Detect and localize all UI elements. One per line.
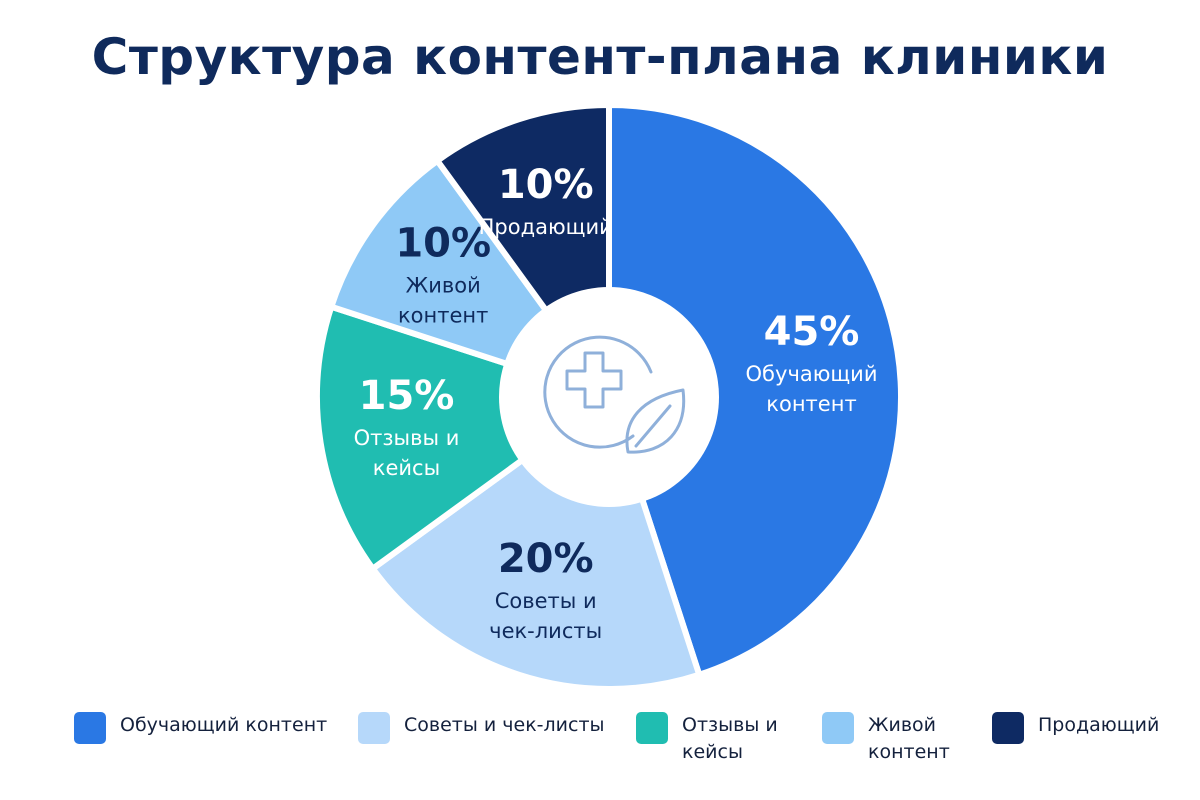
donut-hole xyxy=(499,287,719,507)
slice-1-label-line-1: Обучающий xyxy=(746,362,878,386)
legend-swatch xyxy=(358,712,390,744)
legend-swatch xyxy=(822,712,854,744)
legend-label: Живой контент xyxy=(868,714,950,763)
slice-1-percent: 45% xyxy=(764,309,860,355)
legend-item-2: Советы и чек-листы xyxy=(358,712,605,744)
legend-label: Продающий xyxy=(1038,714,1160,736)
legend-item-5: Продающий xyxy=(992,712,1159,744)
chart-legend: Обучающий контент Советы и чек-листы Отзыв… xyxy=(0,700,1200,780)
legend-label: Обучающий контент xyxy=(120,714,328,736)
slice-2-percent: 20% xyxy=(498,536,594,582)
slice-1 xyxy=(606,102,904,678)
slice-3-label-line-1: Отзывы и xyxy=(354,426,460,450)
slice-2-label-line-1: Советы и xyxy=(495,589,597,613)
legend-label: Отзывы и кейсы xyxy=(682,714,778,763)
legend-swatch xyxy=(636,712,668,744)
legend-label: Советы и чек-листы xyxy=(404,714,605,736)
slice-1-label-line-2: контент xyxy=(766,392,856,416)
slice-4-label-line-2: контент xyxy=(398,304,488,328)
legend-item-4: Живой контент xyxy=(822,712,950,766)
slice-3 xyxy=(314,303,612,572)
legend-item-1: Обучающий контент xyxy=(74,712,327,744)
legend-swatch xyxy=(992,712,1024,744)
slice-4-label-line-1: Живой xyxy=(406,274,481,298)
slice-2-label-line-2: чек-листы xyxy=(489,619,602,643)
donut-chart: 45% Обучающий контент 20% Советы и чек-листы 1… xyxy=(314,102,904,689)
slice-3-percent: 15% xyxy=(359,373,455,419)
legend-item-3: Отзывы и кейсы xyxy=(636,712,778,766)
slice-3-label-line-2: кейсы xyxy=(373,456,440,480)
chart-title: Структура контент-плана клиники xyxy=(91,28,1109,86)
slice-4-percent: 10% xyxy=(395,221,491,267)
slice-5-label-line-1: Продающий xyxy=(479,215,613,239)
medical-cross-leaf-icon xyxy=(543,335,686,454)
legend-swatch xyxy=(74,712,106,744)
slice-5-percent: 10% xyxy=(498,162,594,208)
slice-labels: 45% Обучающий контент 20% Советы и чек-листы 1… xyxy=(354,162,878,643)
